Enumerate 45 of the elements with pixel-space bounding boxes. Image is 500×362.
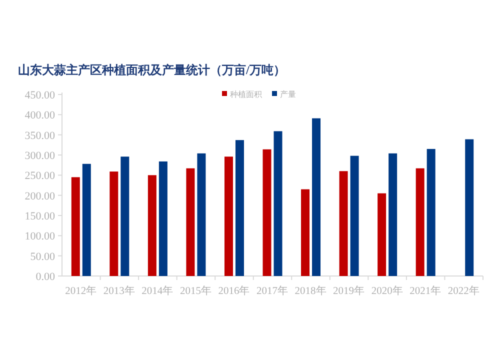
bar xyxy=(158,161,168,276)
bar xyxy=(301,189,310,276)
y-tick-label: 250.00 xyxy=(24,170,56,182)
x-tick-label: 2020年 xyxy=(371,285,404,297)
x-tick-label: 2022年 xyxy=(448,285,480,297)
bar xyxy=(235,140,244,276)
bar xyxy=(262,149,272,276)
bar xyxy=(416,168,424,276)
x-tick-label: 2019年 xyxy=(333,285,366,297)
y-tick-label: 50.00 xyxy=(30,250,56,263)
x-tick-label: 2018年 xyxy=(294,285,327,297)
x-tick-label: 2014年 xyxy=(142,285,174,297)
bar xyxy=(197,153,206,276)
x-tick-label: 2016年 xyxy=(218,285,250,297)
y-tick-label: 450.00 xyxy=(24,90,56,102)
y-tick-label: 400.00 xyxy=(24,110,56,122)
bar xyxy=(339,171,348,276)
legend-label: 种植面积 xyxy=(230,90,262,99)
bar xyxy=(312,118,321,276)
bar xyxy=(426,148,436,276)
bar xyxy=(224,156,233,276)
bar xyxy=(388,153,398,276)
bar xyxy=(82,164,91,276)
x-tick-label: 2013年 xyxy=(103,285,136,297)
bar xyxy=(120,156,130,276)
bar xyxy=(110,172,118,276)
bar xyxy=(465,139,474,276)
y-tick-label: 350.00 xyxy=(24,130,56,142)
y-tick-label: 150.00 xyxy=(24,210,56,222)
bar xyxy=(378,193,386,276)
bar xyxy=(274,131,282,276)
bar xyxy=(350,156,359,276)
bar xyxy=(71,177,80,276)
x-tick-label: 2017年 xyxy=(256,285,288,297)
x-tick-label: 2021年 xyxy=(410,285,442,297)
y-tick-label: 300.00 xyxy=(24,150,56,162)
y-tick-label: 0.00 xyxy=(36,271,56,283)
legend-label: 产量 xyxy=(280,90,296,99)
bar xyxy=(186,168,195,276)
x-tick-label: 2015年 xyxy=(180,285,212,297)
y-tick-label: 100.00 xyxy=(24,230,56,243)
bar xyxy=(148,175,156,276)
chart-title: 山东大蒜主产区种植面积及产量统计（万亩/万吨） xyxy=(18,63,286,77)
x-tick-label: 2012年 xyxy=(65,285,98,297)
y-tick-label: 200.00 xyxy=(24,190,56,202)
